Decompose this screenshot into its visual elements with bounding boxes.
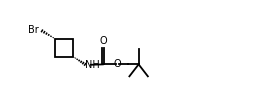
Text: NH: NH (86, 60, 100, 70)
Text: Br: Br (28, 25, 39, 35)
Text: O: O (99, 36, 107, 46)
Text: O: O (114, 59, 121, 69)
